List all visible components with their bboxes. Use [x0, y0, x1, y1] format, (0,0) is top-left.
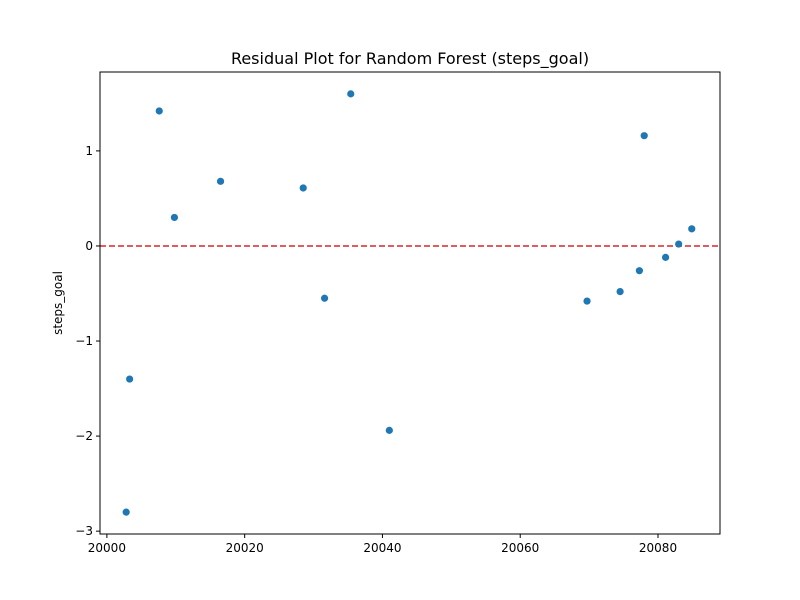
- x-tick-label: 20020: [226, 541, 264, 555]
- x-tick-label: 20060: [501, 541, 539, 555]
- axes-frame: [99, 71, 721, 535]
- data-point: [216, 177, 225, 185]
- x-tick-label: 20000: [88, 541, 126, 555]
- data-point: [640, 132, 648, 140]
- data-point: [635, 267, 644, 275]
- x-tick-label: 20040: [363, 541, 401, 555]
- data-point: [320, 294, 329, 302]
- data-point: [122, 508, 130, 516]
- data-point: [170, 213, 178, 222]
- y-axis-label: steps_goal: [51, 271, 65, 335]
- y-tick-label: −1: [75, 334, 93, 348]
- data-point: [675, 240, 683, 248]
- data-point: [347, 90, 355, 98]
- data-point: [155, 107, 163, 115]
- y-tick-label: −2: [75, 429, 93, 443]
- data-point: [583, 297, 591, 305]
- data-point: [688, 225, 696, 233]
- data-point: [299, 184, 307, 192]
- data-point: [126, 375, 134, 383]
- data-point: [385, 426, 393, 434]
- y-axis-ticks: 1 0 −1 −2 −3: [75, 144, 100, 538]
- data-point: [661, 253, 670, 261]
- x-axis-ticks: 20000 20020 20040 20060 20080: [88, 534, 677, 555]
- chart-title: Residual Plot for Random Forest (steps_g…: [231, 49, 589, 69]
- y-tick-label: 1: [85, 144, 93, 158]
- y-tick-label: −3: [75, 524, 93, 538]
- data-point: [616, 287, 624, 296]
- y-tick-label: 0: [85, 239, 93, 253]
- plot-area: [100, 90, 720, 516]
- x-tick-label: 20080: [639, 541, 677, 555]
